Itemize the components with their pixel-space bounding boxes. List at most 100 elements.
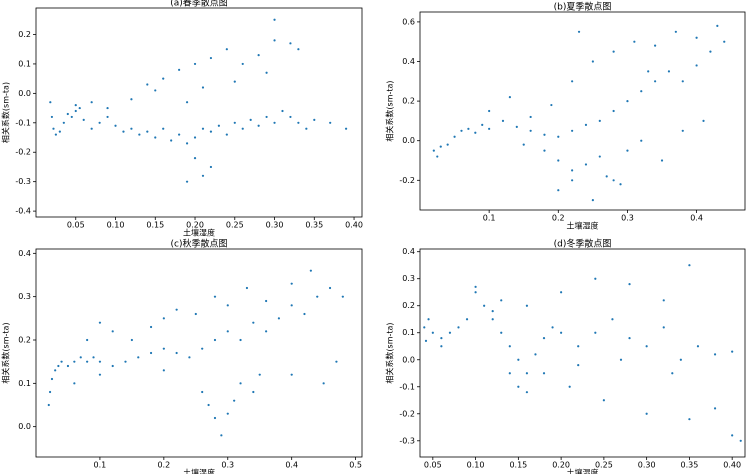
y-tick-label: 0.1 bbox=[18, 379, 31, 388]
point bbox=[217, 124, 220, 127]
y-tick-label: -0.2 bbox=[399, 176, 415, 185]
point bbox=[305, 127, 308, 130]
point bbox=[640, 90, 643, 93]
point bbox=[446, 143, 449, 146]
y-tick-label: -0.2 bbox=[15, 148, 31, 157]
point bbox=[86, 360, 89, 363]
point bbox=[568, 385, 571, 388]
point bbox=[508, 372, 511, 375]
x-tick-label: 0.10 bbox=[107, 221, 125, 230]
point bbox=[542, 337, 546, 340]
point bbox=[551, 326, 554, 329]
point bbox=[341, 295, 344, 298]
point bbox=[185, 101, 189, 104]
point bbox=[175, 351, 178, 355]
point bbox=[273, 39, 276, 42]
point bbox=[149, 351, 153, 355]
point bbox=[239, 338, 242, 342]
point bbox=[50, 377, 54, 381]
point bbox=[273, 121, 276, 124]
x-tick-label: 0.20 bbox=[552, 461, 570, 470]
point bbox=[436, 155, 439, 158]
point bbox=[146, 130, 149, 133]
point bbox=[47, 403, 50, 407]
point bbox=[225, 48, 228, 51]
point bbox=[709, 50, 712, 53]
point bbox=[688, 418, 691, 421]
point bbox=[66, 112, 69, 116]
point bbox=[508, 96, 511, 99]
point bbox=[57, 364, 60, 368]
point bbox=[571, 80, 574, 83]
y-tick-label: 0.2 bbox=[402, 97, 415, 106]
point bbox=[209, 130, 213, 133]
point bbox=[481, 123, 484, 126]
point bbox=[432, 149, 435, 152]
point bbox=[645, 412, 648, 415]
point bbox=[460, 129, 463, 132]
y-tick-label: -0.3 bbox=[399, 436, 415, 445]
point bbox=[577, 364, 580, 367]
point bbox=[550, 103, 553, 107]
point bbox=[78, 106, 81, 110]
y-tick-label: 0.1 bbox=[18, 59, 31, 68]
point bbox=[584, 123, 588, 126]
point bbox=[439, 145, 442, 148]
point bbox=[265, 330, 268, 333]
point bbox=[598, 119, 601, 122]
point bbox=[138, 133, 141, 136]
point bbox=[122, 130, 125, 133]
point bbox=[209, 165, 213, 169]
point bbox=[491, 310, 494, 313]
plot-frame bbox=[35, 248, 363, 458]
point bbox=[58, 130, 61, 133]
point bbox=[335, 360, 338, 363]
point bbox=[201, 347, 204, 350]
point bbox=[713, 353, 717, 356]
point bbox=[92, 356, 95, 359]
point bbox=[667, 70, 671, 73]
point bbox=[209, 56, 213, 60]
point bbox=[162, 369, 165, 372]
point bbox=[560, 291, 563, 294]
point bbox=[188, 356, 191, 359]
x-tick-label: 0.10 bbox=[467, 461, 485, 470]
y-tick-label: 0.4 bbox=[402, 247, 415, 256]
point bbox=[591, 199, 594, 202]
point bbox=[465, 318, 469, 321]
point bbox=[431, 331, 434, 334]
point bbox=[543, 149, 546, 152]
point bbox=[671, 372, 674, 375]
point bbox=[474, 291, 477, 294]
point bbox=[175, 308, 178, 311]
point bbox=[50, 115, 54, 119]
x-tick-label: 0.05 bbox=[67, 221, 85, 230]
point bbox=[162, 347, 165, 350]
point bbox=[598, 155, 601, 158]
point bbox=[423, 326, 426, 329]
point bbox=[60, 360, 63, 363]
point bbox=[201, 86, 205, 89]
point bbox=[640, 139, 643, 142]
point bbox=[149, 325, 153, 329]
x-tick-label: 0.35 bbox=[681, 461, 699, 470]
point bbox=[290, 304, 293, 307]
x-tick-label: 0.20 bbox=[186, 221, 204, 230]
point bbox=[106, 106, 109, 110]
x-tick-label: 0.40 bbox=[345, 221, 363, 230]
point bbox=[591, 60, 594, 63]
point bbox=[241, 127, 244, 130]
point bbox=[130, 127, 133, 130]
point bbox=[193, 157, 197, 160]
point bbox=[619, 358, 623, 361]
point bbox=[313, 118, 316, 121]
x-tick-label: 0.40 bbox=[723, 461, 741, 470]
point bbox=[633, 40, 636, 43]
plot-frame bbox=[419, 248, 746, 458]
point bbox=[453, 135, 456, 138]
point bbox=[74, 109, 77, 113]
point bbox=[297, 121, 300, 124]
point bbox=[612, 50, 615, 53]
point bbox=[467, 127, 470, 130]
point bbox=[252, 321, 255, 324]
